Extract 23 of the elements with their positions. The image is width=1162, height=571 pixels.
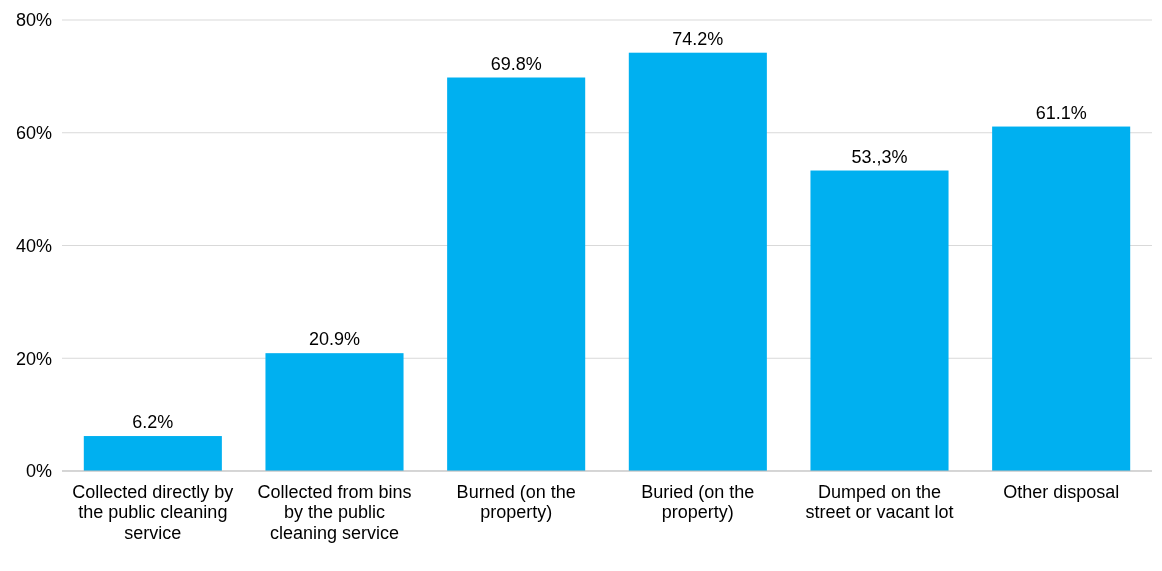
x-tick-label: Collected directly by the public cleaning service	[72, 481, 234, 544]
x-tick-label: Dumped on the street or vacant lot	[805, 481, 954, 523]
bar	[447, 77, 586, 471]
x-tick-label: Burned (on the property)	[456, 481, 576, 523]
x-tick-label: Collected from bins by the public cleaning service	[257, 481, 412, 544]
data-label: 69.8%	[490, 53, 542, 74]
bar	[83, 436, 222, 471]
y-tick-label: 60%	[15, 123, 52, 144]
y-tick-label: 20%	[15, 348, 52, 369]
x-tick-label: Other disposal	[1003, 481, 1120, 502]
y-tick-label: 40%	[15, 235, 52, 256]
data-label: 74.2%	[672, 28, 724, 49]
bar	[992, 126, 1131, 471]
bar	[810, 170, 949, 471]
bar	[628, 52, 767, 471]
y-tick-label: 0%	[25, 461, 52, 482]
x-tick-label: Buried (on the property)	[641, 481, 755, 523]
data-label: 53.,3%	[851, 146, 908, 167]
data-label: 20.9%	[308, 329, 361, 350]
data-label: 6.2%	[132, 412, 174, 433]
data-label: 61.1%	[1035, 102, 1087, 123]
bar	[265, 353, 404, 471]
y-tick-label: 80%	[15, 10, 52, 31]
